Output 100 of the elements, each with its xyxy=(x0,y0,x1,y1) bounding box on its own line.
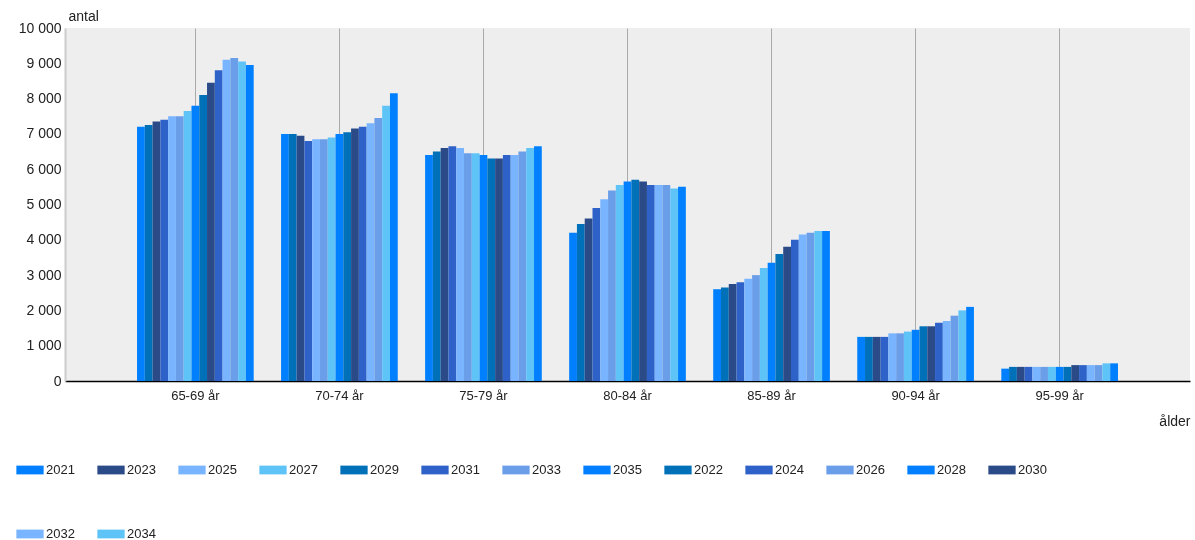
bar xyxy=(759,268,768,381)
bar xyxy=(175,116,184,381)
legend-label: 2033 xyxy=(532,462,561,477)
legend-label: 2029 xyxy=(370,462,399,477)
x-tick-label: 80-84 år xyxy=(603,387,653,403)
bar xyxy=(510,155,519,381)
legend-label: 2027 xyxy=(289,462,318,477)
bar xyxy=(631,179,640,381)
bar xyxy=(872,336,881,381)
bar xyxy=(358,126,367,381)
bar xyxy=(927,326,936,381)
bar xyxy=(389,93,398,381)
y-tick-label: 8 000 xyxy=(26,90,62,107)
y-tick-label: 0 xyxy=(53,372,62,389)
bar xyxy=(958,310,967,381)
bar xyxy=(966,306,974,381)
bar xyxy=(479,155,488,381)
bar xyxy=(1079,365,1087,381)
bar xyxy=(222,59,231,381)
bar xyxy=(137,126,145,381)
bar xyxy=(752,275,760,381)
y-tick-label: 5 000 xyxy=(26,196,62,212)
y-tick-label: 4 000 xyxy=(26,231,62,248)
bar xyxy=(1009,366,1017,381)
bar xyxy=(526,148,535,381)
legend-label: 2024 xyxy=(775,462,804,477)
x-tick-label: 90-94 år xyxy=(891,387,941,403)
bar xyxy=(950,315,959,381)
bar xyxy=(798,234,807,381)
bar xyxy=(335,133,344,381)
bar xyxy=(720,287,729,381)
bar xyxy=(1110,363,1118,381)
bar xyxy=(744,278,753,381)
bar xyxy=(662,185,671,381)
bar xyxy=(1086,365,1095,381)
bar xyxy=(783,246,791,381)
bar xyxy=(471,153,480,381)
legend-label: 2026 xyxy=(856,462,885,477)
bar xyxy=(238,61,246,381)
bar xyxy=(296,135,305,381)
bar xyxy=(623,181,632,381)
bar xyxy=(806,232,815,381)
bar xyxy=(646,185,655,381)
bar xyxy=(448,146,457,381)
bar xyxy=(495,158,503,381)
y-tick-label: 2 000 xyxy=(26,301,62,318)
bar xyxy=(670,188,679,381)
bar xyxy=(1016,366,1025,381)
bar xyxy=(1094,365,1103,381)
y-tick-label: 1 000 xyxy=(26,337,62,354)
bar xyxy=(865,336,873,381)
bar xyxy=(569,232,577,381)
legend-label: 2030 xyxy=(1018,462,1047,477)
bar xyxy=(440,148,449,381)
bar xyxy=(464,153,472,381)
bar xyxy=(327,137,336,381)
y-tick-label: 6 000 xyxy=(26,160,62,177)
x-axis-title: ålder xyxy=(1159,412,1191,429)
legend-label: 2023 xyxy=(127,462,156,477)
bar xyxy=(736,282,745,381)
bar xyxy=(713,289,721,381)
y-tick-label: 9 000 xyxy=(26,54,62,71)
bar xyxy=(366,123,375,381)
bar xyxy=(245,65,254,381)
bar xyxy=(935,322,943,381)
bar xyxy=(502,155,511,381)
bar xyxy=(207,82,215,381)
legend-label: 2032 xyxy=(46,526,75,540)
bar xyxy=(214,70,223,381)
bar xyxy=(168,116,176,381)
y-axis-title: antal xyxy=(68,7,99,24)
bar xyxy=(1071,365,1080,381)
bar xyxy=(767,262,776,381)
legend-label: 2034 xyxy=(127,526,156,540)
bar xyxy=(1032,366,1041,381)
legend-label: 2035 xyxy=(613,462,642,477)
bar xyxy=(1001,368,1010,381)
bar xyxy=(608,190,616,381)
bar xyxy=(534,146,542,381)
bar xyxy=(814,230,823,381)
y-tick-label: 7 000 xyxy=(26,125,62,142)
bar xyxy=(288,133,297,381)
bar xyxy=(790,239,799,381)
bar xyxy=(183,110,192,381)
x-tick-label: 85-89 år xyxy=(747,387,797,403)
y-tick-label: 10 000 xyxy=(18,19,62,36)
legend-label: 2028 xyxy=(937,462,966,477)
bar xyxy=(888,333,897,381)
x-tick-label: 65-69 år xyxy=(171,387,221,403)
bar xyxy=(160,119,169,381)
bar xyxy=(822,230,830,381)
bar xyxy=(903,331,912,381)
bar xyxy=(576,223,585,381)
bar xyxy=(144,125,153,381)
bar xyxy=(199,95,208,381)
bar xyxy=(615,185,624,381)
bar xyxy=(896,333,904,381)
x-tick-label: 95-99 år xyxy=(1035,387,1085,403)
bar xyxy=(919,326,928,381)
bar xyxy=(304,140,313,381)
